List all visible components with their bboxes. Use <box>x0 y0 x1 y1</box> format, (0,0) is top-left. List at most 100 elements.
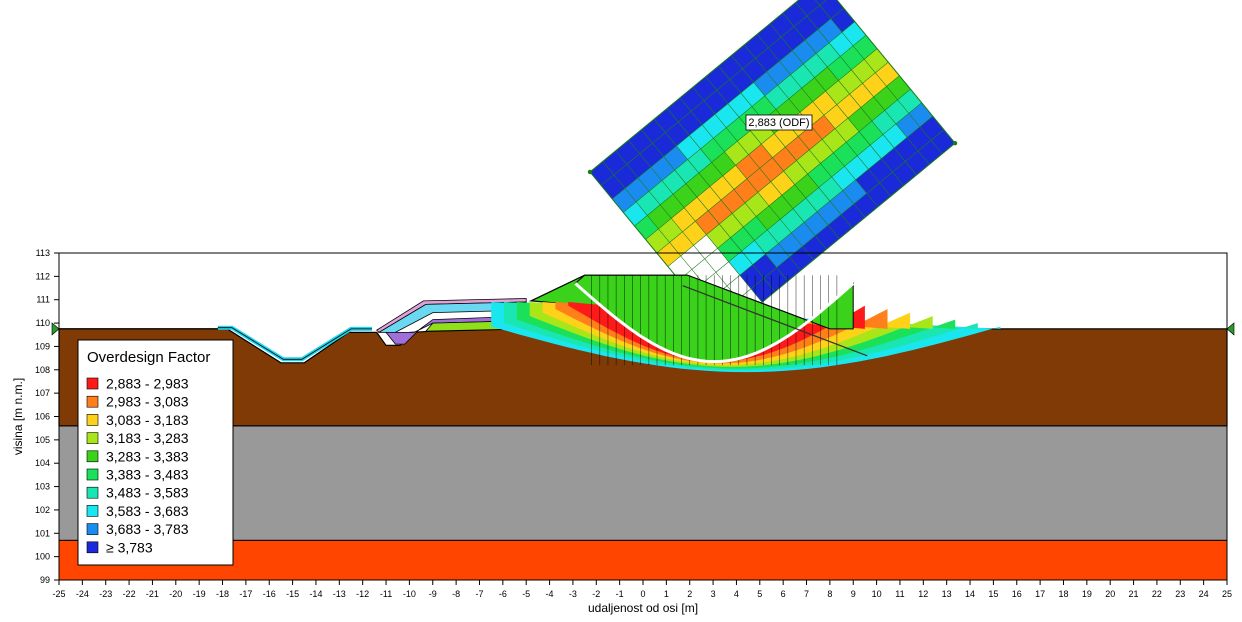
x-tick-label: 24 <box>1199 589 1209 599</box>
legend-swatch <box>86 377 99 390</box>
legend-swatch <box>86 523 99 535</box>
x-tick-label: -5 <box>522 589 530 599</box>
critical-slip-surface <box>574 282 855 364</box>
x-tick-label: -18 <box>216 589 229 599</box>
y-axis-label: visina [m n.m.] <box>11 378 25 455</box>
x-tick-label: 14 <box>965 589 975 599</box>
x-tick-label: -9 <box>429 589 437 599</box>
legend-swatch <box>86 468 99 481</box>
y-tick-label: 112 <box>36 271 50 281</box>
x-tick-label: 8 <box>827 589 832 599</box>
y-tick-label: 111 <box>36 295 50 305</box>
x-tick-label: -1 <box>616 589 624 599</box>
legend-entry-label: 3,683 - 3,783 <box>106 521 189 537</box>
critical-odf-annotation-box <box>745 114 813 131</box>
layer-orange-base <box>58 539 1228 581</box>
x-tick-label: 17 <box>1035 589 1045 599</box>
x-tick-label: -19 <box>193 589 206 599</box>
x-tick-label: 12 <box>918 589 928 599</box>
x-tick-label: -21 <box>146 589 159 599</box>
y-tick-label: 102 <box>35 505 50 515</box>
legend-swatch <box>86 414 99 426</box>
x-tick-label: -2 <box>592 589 600 599</box>
legend-swatch <box>86 432 99 444</box>
y-tick-label: 104 <box>35 458 50 468</box>
legend-entry-label: 3,583 - 3,683 <box>106 503 189 519</box>
x-tick-label: -25 <box>52 589 65 599</box>
x-tick-label: 22 <box>1152 589 1162 599</box>
x-tick-label: 5 <box>757 589 762 599</box>
y-tick-label: 100 <box>35 552 50 562</box>
x-tick-label: -17 <box>239 589 252 599</box>
y-tick-label: 108 <box>35 365 50 375</box>
x-tick-label: 16 <box>1012 589 1022 599</box>
x-tick-label: -6 <box>499 589 507 599</box>
legend-entry-label: 3,183 - 3,283 <box>106 430 189 446</box>
x-tick-label: 10 <box>872 589 882 599</box>
x-tick-label: 0 <box>640 589 645 599</box>
x-tick-label: -10 <box>403 589 416 599</box>
x-tick-label: -20 <box>169 589 182 599</box>
x-tick-label: 1 <box>664 589 669 599</box>
y-tick-label: 109 <box>35 341 50 351</box>
x-tick-label: -8 <box>452 589 460 599</box>
legend-swatch <box>86 505 99 517</box>
x-tick-label: -23 <box>99 589 112 599</box>
x-tick-label: -12 <box>356 589 369 599</box>
legend-swatch <box>86 486 99 499</box>
y-tick-label: 103 <box>35 482 50 492</box>
right-boundary-marker <box>1226 322 1235 336</box>
x-tick-label: 9 <box>851 589 856 599</box>
legend-entry-label: 3,083 - 3,183 <box>106 412 189 428</box>
x-tick-label: 11 <box>895 589 904 599</box>
grid-corner <box>587 169 593 175</box>
x-tick-label: 21 <box>1129 589 1139 599</box>
x-tick-label: -11 <box>380 589 392 599</box>
legend-swatch <box>86 395 99 408</box>
layer-gray <box>58 425 1228 541</box>
radius-line <box>682 285 868 357</box>
y-tick-label: 107 <box>35 388 50 398</box>
x-tick-label: 15 <box>988 589 998 599</box>
x-tick-label: -16 <box>263 589 276 599</box>
legend-swatch <box>86 541 99 554</box>
x-tick-label: 4 <box>734 589 739 599</box>
x-tick-label: -22 <box>123 589 136 599</box>
legend-entry-label: 3,483 - 3,583 <box>106 485 189 501</box>
x-tick-label: 20 <box>1105 589 1115 599</box>
y-tick-label: 110 <box>36 318 50 328</box>
y-tick-label: 105 <box>35 435 50 445</box>
ditch-lining-outline <box>217 327 372 360</box>
x-tick-label: -13 <box>333 589 346 599</box>
x-tick-label: 25 <box>1222 589 1232 599</box>
legend: Overdesign Factor 2,883 - 2,983 2,983 - 3,… <box>77 339 234 566</box>
legend-entry-label: 3,383 - 3,483 <box>106 467 189 483</box>
legend-entry-label: 3,283 - 3,383 <box>106 448 189 464</box>
x-tick-label: -15 <box>286 589 299 599</box>
x-tick-label: 13 <box>942 589 952 599</box>
x-axis-label: udaljenost od osi [m] <box>588 601 698 615</box>
legend-title: Overdesign Factor <box>87 349 210 366</box>
x-tick-label: 7 <box>804 589 809 599</box>
legend-entry-label: ≥ 3,783 <box>106 539 153 555</box>
y-tick-label: 99 <box>40 575 50 585</box>
x-tick-label: 18 <box>1058 589 1068 599</box>
legend-box <box>77 339 234 566</box>
left-boundary-marker <box>51 322 60 336</box>
y-tick-label: 113 <box>36 248 50 258</box>
legend-entry-label: 2,983 - 3,083 <box>106 394 189 410</box>
x-tick-label: -7 <box>475 589 483 599</box>
x-tick-label: 19 <box>1082 589 1092 599</box>
x-tick-label: -3 <box>569 589 577 599</box>
legend-entry-label: 2,883 - 2,983 <box>106 376 189 392</box>
x-tick-label: 2 <box>687 589 692 599</box>
grid-corner <box>952 141 958 146</box>
x-tick-label: -14 <box>309 589 322 599</box>
x-tick-label: -4 <box>546 589 554 599</box>
y-tick-label: 106 <box>35 412 50 422</box>
x-tick-label: 3 <box>711 589 716 599</box>
axes: -25 -24 -23 -22 -21 -20 -19 -18 -17 -16 -15 -14 -13-… <box>11 248 1232 615</box>
critical-odf-annotation: 2,883 (ODF) <box>748 117 809 129</box>
x-tick-label: -24 <box>76 589 89 599</box>
